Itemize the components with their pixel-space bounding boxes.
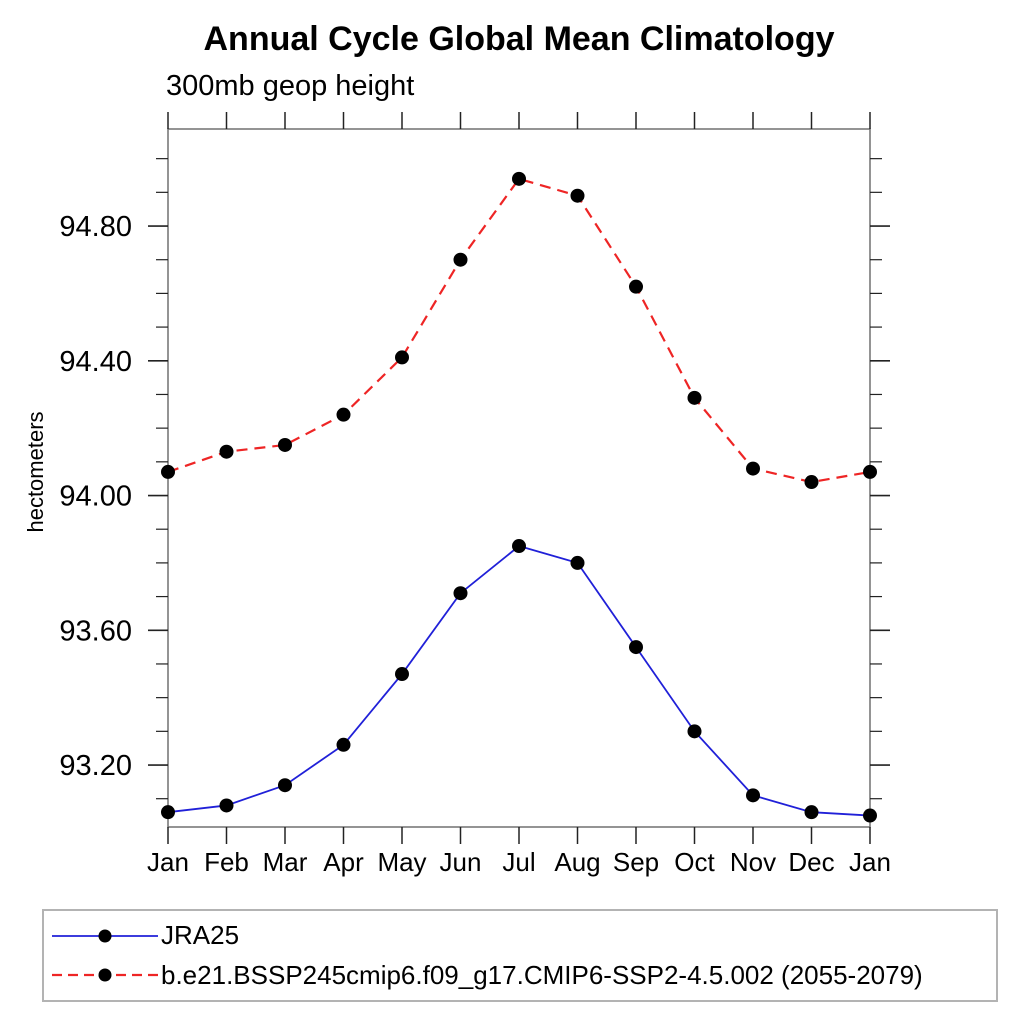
data-point-marker <box>219 444 234 459</box>
data-point-marker <box>863 808 877 823</box>
y-tick-label: 93.60 <box>59 615 132 647</box>
data-point-marker <box>336 407 351 422</box>
data-point-marker <box>804 475 819 490</box>
data-point-marker <box>453 586 468 601</box>
data-point-marker <box>161 805 175 820</box>
series-line-1 <box>167 177 871 484</box>
legend-item-0: JRA25 <box>49 919 996 953</box>
data-point-marker <box>512 171 526 186</box>
x-tick-label: Oct <box>674 847 715 877</box>
y-tick-label: 94.00 <box>59 481 132 513</box>
series-line-0 <box>167 545 871 817</box>
legend-key-marker <box>98 929 112 943</box>
data-point-marker <box>863 464 877 479</box>
x-tick-label: Jul <box>502 847 535 877</box>
plot-border <box>167 128 871 828</box>
chart-subtitle: 300mb geop height <box>166 70 415 102</box>
data-point-marker <box>687 724 702 739</box>
x-tick-label: Nov <box>730 847 776 877</box>
data-point-marker <box>278 778 292 793</box>
data-point-marker <box>746 788 760 803</box>
x-tick-label: Aug <box>554 847 600 877</box>
data-point-marker <box>746 461 760 476</box>
legend-box: JRA25 b.e21.BSSP245cmip6.f09_g17.CMIP6-SS… <box>42 909 998 1002</box>
data-point-marker <box>278 437 292 452</box>
x-tick-label: May <box>377 847 426 877</box>
data-point-marker <box>395 667 409 682</box>
data-point-marker <box>219 798 234 813</box>
x-tick-label: Mar <box>263 847 308 877</box>
data-point-marker <box>804 805 819 820</box>
data-point-marker <box>687 390 702 405</box>
legend-item-1: b.e21.BSSP245cmip6.f09_g17.CMIP6-SSP2-4.… <box>49 958 996 992</box>
chart-title: Annual Cycle Global Mean Climatology <box>203 20 835 58</box>
data-point-marker <box>629 640 643 655</box>
legend-key-line <box>52 968 158 982</box>
data-point-marker <box>336 737 351 752</box>
data-point-marker <box>629 279 643 294</box>
y-axis-title: hectometers <box>23 411 48 533</box>
y-tick-label: 94.80 <box>59 211 132 243</box>
y-tick-label: 93.20 <box>59 750 132 782</box>
x-tick-label: Jan <box>147 847 189 877</box>
data-point-marker <box>161 464 175 479</box>
x-tick-label: Sep <box>613 847 659 877</box>
data-point-marker <box>570 555 585 570</box>
x-tick-label: Feb <box>204 847 249 877</box>
y-tick-label: 94.40 <box>59 346 132 378</box>
x-tick-label: Dec <box>788 847 834 877</box>
data-point-marker <box>512 539 526 554</box>
legend-item-label: b.e21.BSSP245cmip6.f09_g17.CMIP6-SSP2-4.… <box>161 959 923 990</box>
data-point-marker <box>395 350 409 365</box>
legend-item-label: JRA25 <box>161 920 240 951</box>
x-tick-label: Apr <box>323 847 364 877</box>
data-point-marker <box>570 188 585 203</box>
data-point-marker <box>453 252 468 267</box>
legend-key-line <box>52 929 158 943</box>
x-tick-label: Jun <box>440 847 482 877</box>
x-tick-label: Jan <box>849 847 891 877</box>
legend-key-marker <box>98 968 112 982</box>
